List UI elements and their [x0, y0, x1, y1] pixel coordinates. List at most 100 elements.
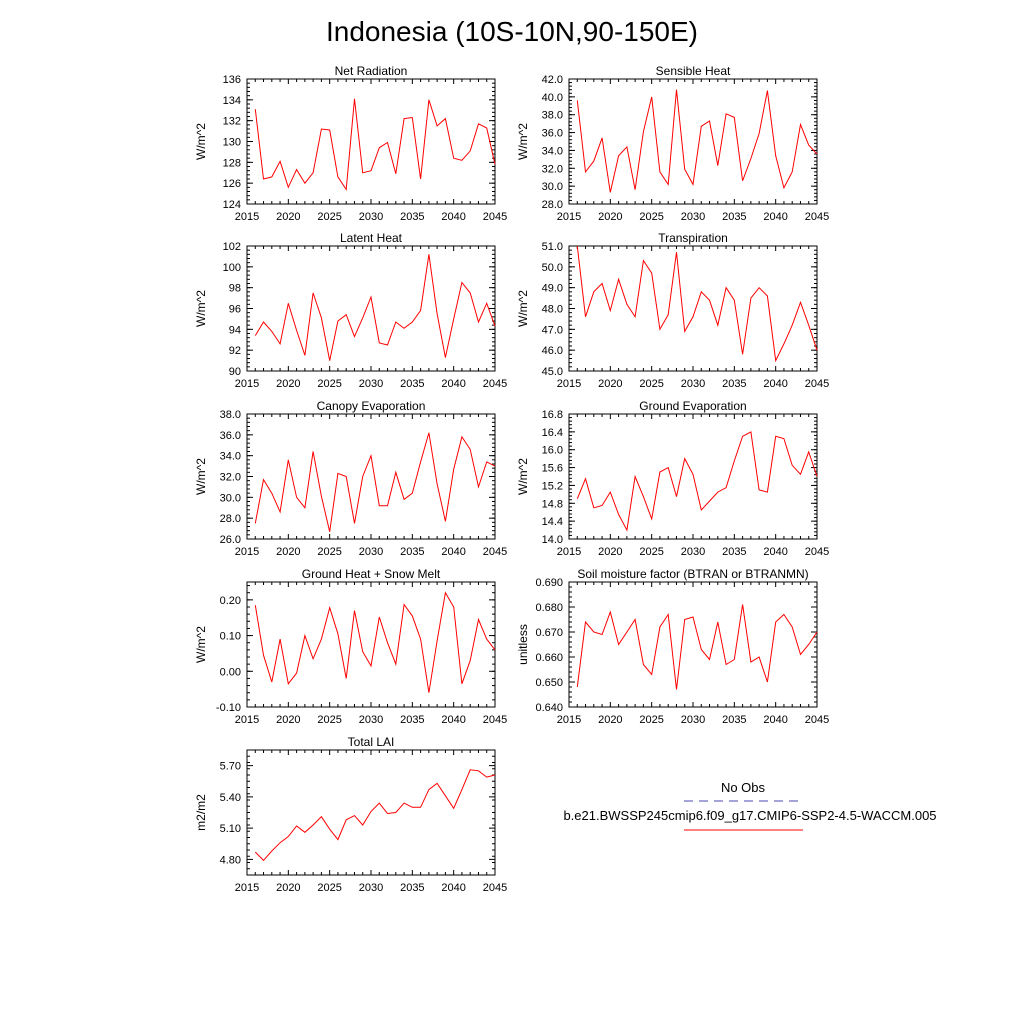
y-tick-label: 0.650 — [535, 677, 563, 689]
x-tick-label: 2030 — [681, 714, 705, 726]
x-tick-label: 2045 — [805, 378, 829, 390]
y-tick-label: 38.0 — [542, 110, 563, 122]
y-tick-label: 30.0 — [220, 492, 241, 504]
x-tick-label: 2030 — [359, 882, 383, 894]
x-tick-label: 2040 — [441, 378, 465, 390]
x-tick-label: 2035 — [400, 211, 424, 223]
x-tick-label: 2030 — [359, 211, 383, 223]
x-tick-label: 2015 — [235, 546, 259, 558]
x-tick-label: 2020 — [276, 378, 300, 390]
y-tick-label: 36.0 — [542, 128, 563, 140]
x-tick-label: 2035 — [722, 211, 746, 223]
panel-title: Total LAI — [348, 735, 395, 749]
y-tick-label: 14.0 — [542, 534, 563, 546]
y-axis-label: W/m^2 — [194, 458, 208, 495]
y-tick-label: 45.0 — [542, 366, 563, 378]
x-tick-label: 2045 — [805, 211, 829, 223]
x-tick-label: 2020 — [276, 882, 300, 894]
y-tick-label: 30.0 — [542, 181, 563, 193]
y-tick-label: 38.0 — [220, 409, 241, 421]
plot-frame — [247, 750, 495, 875]
x-tick-label: 2015 — [235, 211, 259, 223]
y-tick-label: 96 — [229, 304, 241, 316]
y-tick-label: 16.8 — [542, 409, 563, 421]
x-tick-label: 2030 — [681, 378, 705, 390]
x-tick-label: 2045 — [483, 714, 507, 726]
x-tick-label: 2030 — [359, 546, 383, 558]
x-tick-label: 2030 — [359, 378, 383, 390]
y-tick-label: 0.00 — [220, 666, 241, 678]
x-tick-label: 2025 — [639, 378, 663, 390]
x-tick-label: 2025 — [639, 546, 663, 558]
y-axis-label: W/m^2 — [194, 290, 208, 327]
y-axis-label: W/m^2 — [516, 123, 530, 160]
y-tick-label: 49.0 — [542, 283, 563, 295]
y-tick-label: 26.0 — [220, 534, 241, 546]
legend: No Obs b.e21.BWSSP245cmip6.f09_g17.CMIP6… — [563, 780, 936, 830]
y-axis-label: m2/m2 — [194, 794, 208, 831]
x-tick-label: 2040 — [441, 714, 465, 726]
panel-6: Ground Evaporation W/m^2 2015 2020 2025 2030 2… — [516, 399, 829, 558]
y-tick-label: 47.0 — [542, 324, 563, 336]
series-line — [255, 593, 495, 693]
x-tick-label: 2045 — [483, 882, 507, 894]
series-line — [577, 605, 817, 690]
x-tick-label: 2035 — [400, 546, 424, 558]
x-tick-label: 2045 — [483, 378, 507, 390]
y-tick-label: 0.680 — [535, 602, 563, 614]
x-tick-label: 2020 — [598, 546, 622, 558]
y-tick-label: 90 — [229, 366, 241, 378]
y-tick-label: 28.0 — [220, 513, 241, 525]
y-tick-label: 15.2 — [542, 480, 563, 492]
x-tick-label: 2040 — [441, 211, 465, 223]
panel-title: Transpiration — [658, 231, 728, 245]
x-tick-label: 2030 — [359, 714, 383, 726]
x-tick-label: 2045 — [805, 714, 829, 726]
x-tick-label: 2045 — [805, 546, 829, 558]
series-line — [577, 246, 817, 361]
x-tick-label: 2025 — [639, 211, 663, 223]
y-tick-label: 5.70 — [220, 761, 241, 773]
y-tick-label: 4.80 — [220, 854, 241, 866]
panel-title: Net Radiation — [335, 64, 408, 78]
y-axis-label: W/m^2 — [194, 626, 208, 663]
panel-grid: Net Radiation W/m^2 2015 2020 2025 2030 2035 20… — [194, 64, 829, 894]
legend-model-label: b.e21.BWSSP245cmip6.f09_g17.CMIP6-SSP2-4… — [563, 808, 936, 823]
y-tick-label: 32.0 — [220, 472, 241, 484]
y-tick-label: 130 — [223, 137, 241, 149]
series-line — [255, 254, 495, 360]
x-tick-label: 2015 — [557, 546, 581, 558]
x-tick-label: 2015 — [235, 714, 259, 726]
y-tick-label: 48.0 — [542, 304, 563, 316]
y-tick-label: 46.0 — [542, 345, 563, 357]
series-line — [255, 433, 495, 532]
y-tick-label: 0.640 — [535, 702, 563, 714]
x-tick-label: 2045 — [483, 211, 507, 223]
x-tick-label: 2015 — [557, 378, 581, 390]
x-tick-label: 2030 — [681, 546, 705, 558]
x-tick-label: 2025 — [317, 211, 341, 223]
x-tick-label: 2040 — [763, 378, 787, 390]
x-tick-label: 2040 — [763, 546, 787, 558]
y-tick-label: -0.10 — [216, 702, 241, 714]
panel-title: Sensible Heat — [656, 64, 731, 78]
y-tick-label: 14.4 — [542, 516, 563, 528]
x-tick-label: 2035 — [400, 882, 424, 894]
x-tick-label: 2040 — [441, 882, 465, 894]
panel-8: Soil moisture factor (BTRAN or BTRANMN)u… — [516, 567, 829, 726]
x-tick-label: 2040 — [763, 714, 787, 726]
x-tick-label: 2020 — [276, 546, 300, 558]
y-axis-label: W/m^2 — [516, 458, 530, 495]
series-line — [577, 432, 817, 530]
series-line — [255, 770, 495, 861]
panel-title: Ground Evaporation — [639, 399, 746, 413]
y-tick-label: 42.0 — [542, 74, 563, 86]
series-line — [577, 90, 817, 193]
x-tick-label: 2020 — [598, 378, 622, 390]
x-tick-label: 2035 — [722, 546, 746, 558]
x-tick-label: 2025 — [317, 714, 341, 726]
